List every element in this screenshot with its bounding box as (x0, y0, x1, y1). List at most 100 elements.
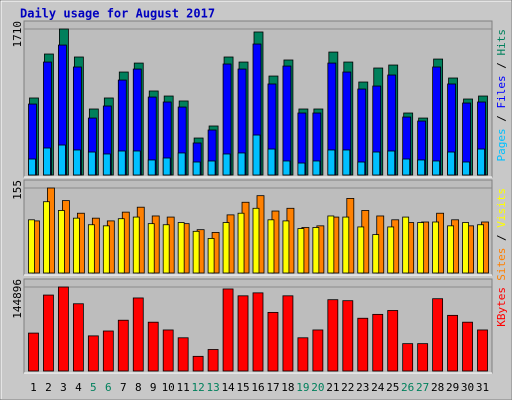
x-tick-label: 24 (371, 381, 385, 394)
bar (387, 310, 399, 372)
legend-separator: / (495, 109, 508, 129)
bar (327, 299, 339, 372)
bar (87, 224, 95, 274)
x-tick-label: 29 (446, 381, 459, 394)
x-tick-label: 22 (341, 381, 354, 394)
bar (447, 314, 458, 372)
bar (162, 224, 170, 274)
x-tick-label: 7 (120, 381, 127, 394)
x-tick-label: 13 (206, 381, 219, 394)
bar (177, 337, 189, 372)
y-tick-label: 155 (11, 180, 24, 200)
bar (207, 349, 219, 372)
bar (43, 201, 50, 274)
legend-entry: Sites (495, 248, 508, 281)
bar (252, 207, 260, 274)
bar (372, 313, 384, 372)
bar (28, 219, 35, 274)
x-tick-label: 2 (45, 381, 52, 394)
bar (28, 332, 39, 372)
x-tick-label: 25 (386, 381, 399, 394)
bar (222, 222, 230, 274)
bar (192, 161, 201, 176)
x-tick-label: 18 (281, 381, 294, 394)
legend-separator: / (495, 56, 508, 76)
x-tick-label: 14 (221, 381, 235, 394)
bar (402, 158, 411, 176)
bar (357, 161, 366, 176)
x-tick-label: 3 (60, 381, 67, 394)
bar (222, 153, 231, 176)
bar (192, 355, 204, 372)
x-tick-label: 10 (162, 381, 175, 394)
bar (267, 311, 279, 372)
bar (297, 228, 305, 274)
bar (162, 157, 171, 176)
bar (447, 151, 455, 176)
x-tick-label: 4 (75, 381, 82, 394)
bar (237, 152, 246, 176)
legend-entry: Hits (495, 29, 508, 56)
x-tick-label: 31 (476, 381, 489, 394)
bar (297, 337, 309, 372)
bar (43, 147, 51, 176)
legend: Pages / Files / Hits (495, 29, 508, 162)
bar (477, 148, 485, 176)
x-tick-label: 21 (326, 381, 339, 394)
bar (132, 150, 141, 176)
bar (177, 222, 185, 274)
bar (387, 150, 396, 176)
bar (87, 335, 99, 372)
x-tick-label: 15 (236, 381, 249, 394)
bar (117, 150, 126, 176)
bar (72, 217, 80, 274)
bar (222, 288, 234, 372)
legend: KBytes (495, 287, 508, 327)
bar (102, 225, 110, 274)
bar (387, 226, 395, 274)
x-tick-label: 6 (105, 381, 112, 394)
legend-separator: / (495, 228, 508, 248)
bar (58, 286, 69, 372)
bar (162, 329, 174, 372)
bar (432, 221, 440, 274)
bar (237, 212, 245, 274)
bar (342, 149, 351, 176)
bar (132, 216, 140, 274)
bar (252, 292, 264, 372)
x-tick-label: 1 (30, 381, 37, 394)
bar (372, 234, 380, 274)
bar (237, 295, 249, 372)
x-tick-label: 12 (192, 381, 205, 394)
x-tick-label: 11 (177, 381, 190, 394)
bar (312, 160, 321, 176)
x-tick-label: 16 (251, 381, 264, 394)
legend: Sites / Visits (495, 188, 508, 281)
bar (147, 159, 156, 176)
bar (312, 329, 324, 372)
bar (132, 297, 144, 372)
bar (342, 300, 354, 372)
bar (147, 223, 155, 274)
legend-entry: Visits (495, 188, 508, 228)
bar (402, 343, 414, 372)
bar (432, 66, 442, 176)
bar (432, 298, 444, 372)
bar (58, 210, 65, 274)
bar (417, 343, 429, 372)
bar (43, 294, 54, 372)
x-tick-label: 23 (356, 381, 369, 394)
bar (327, 215, 335, 274)
bar (432, 160, 441, 176)
bar (117, 319, 129, 372)
bar (327, 149, 336, 176)
x-tick-label: 27 (416, 381, 429, 394)
bar (102, 330, 114, 372)
legend-entry: KBytes (495, 287, 508, 327)
x-tick-label: 28 (431, 381, 444, 394)
bar (417, 159, 426, 176)
x-tick-label: 8 (135, 381, 142, 394)
x-tick-label: 9 (150, 381, 157, 394)
bar (252, 134, 261, 176)
